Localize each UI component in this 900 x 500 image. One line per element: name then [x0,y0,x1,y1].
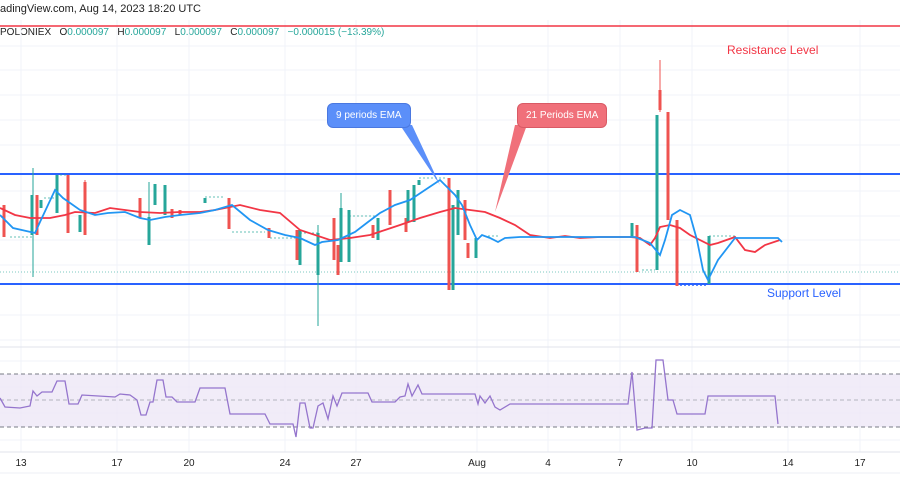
low-label: L [174,27,181,38]
ema9-line[interactable] [0,178,783,283]
x-tick: 14 [782,458,794,469]
x-tick: 13 [15,458,27,469]
change-value: −0.000015 (−13.39%) [287,27,385,38]
ema9-callout[interactable]: 9 periods EMA [327,103,411,128]
high-value: 0.000097 [124,27,167,38]
ohlc-legend: POLONIEX O0.000097 H0.000097 L0.000097 C… [0,27,384,38]
x-tick: 20 [183,458,195,469]
close-value: 0.000097 [237,27,280,38]
ema21-callout-pointer [495,125,527,212]
resistance-level-label: Resistance Level [727,43,819,57]
x-tick: 10 [686,458,698,469]
open-label: O [59,27,68,38]
low-value: 0.000097 [180,27,222,38]
ema21-callout[interactable]: 21 Periods EMA [517,103,608,128]
x-tick: 24 [279,458,291,469]
support-level-label: Support Level [767,286,842,300]
close-label: C [230,27,238,38]
candles [2,60,735,326]
open-value: 0.000097 [67,27,109,38]
high-label: H [117,27,125,38]
x-tick: 27 [350,458,362,469]
x-tick: Aug [468,458,486,469]
rsi-line[interactable] [0,359,779,438]
watermark: adingView.com, Aug 14, 2023 18:20 UTC [0,3,201,15]
x-tick: 17 [111,458,123,469]
x-tick: 4 [545,458,551,469]
x-tick: 17 [854,458,866,469]
ema21-line[interactable] [0,204,781,253]
x-tick: 7 [617,458,623,469]
symbol-exchange: POLONIEX [0,27,52,38]
ema9-callout-pointer [400,125,440,185]
